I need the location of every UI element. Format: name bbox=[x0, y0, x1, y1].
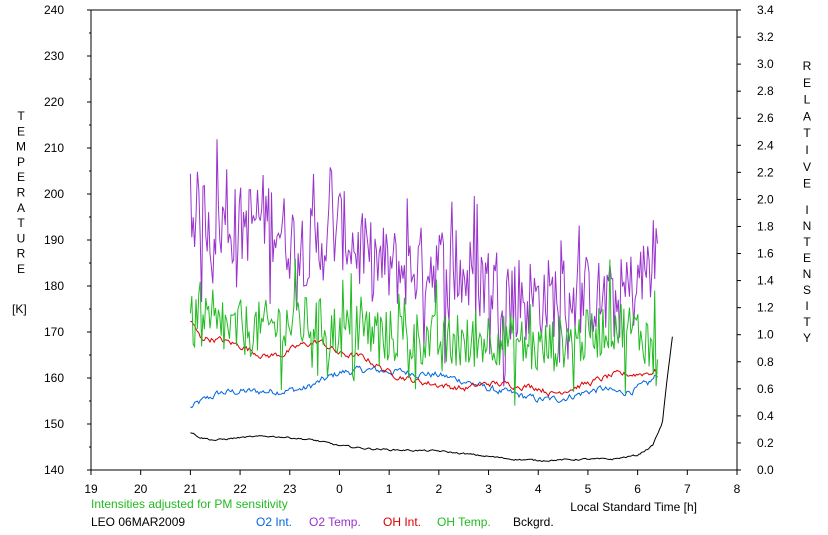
right-tick-label: 3.4 bbox=[757, 3, 774, 17]
x-tick-label: 19 bbox=[84, 482, 98, 496]
left-axis-letter: E bbox=[17, 124, 25, 138]
series-line bbox=[190, 336, 673, 463]
pm-sensitivity-note: Intensities adjusted for PM sensitivity bbox=[91, 497, 288, 511]
left-axis-letter: R bbox=[17, 247, 26, 261]
left-tick-label: 140 bbox=[44, 463, 64, 477]
legend-entry: OH Int. bbox=[383, 515, 421, 529]
right-tick-label: 1.4 bbox=[757, 274, 774, 288]
left-axis-letter: P bbox=[17, 155, 25, 169]
right-axis-letter: A bbox=[803, 109, 811, 123]
right-tick-label: 1.8 bbox=[757, 219, 774, 233]
right-axis-letter: E bbox=[803, 76, 811, 90]
left-tick-label: 170 bbox=[44, 325, 64, 339]
right-tick-label: 2.6 bbox=[757, 111, 774, 125]
right-tick-label: 0.4 bbox=[757, 409, 774, 423]
left-axis-unit: [K] bbox=[12, 302, 27, 316]
plot-area bbox=[90, 9, 738, 471]
x-tick-label: 22 bbox=[233, 482, 247, 496]
left-axis-letter: E bbox=[17, 170, 25, 184]
right-tick-label: 1.2 bbox=[757, 301, 774, 315]
right-axis-letter: Y bbox=[803, 331, 811, 345]
right-tick-label: 1.0 bbox=[757, 328, 774, 342]
right-tick-label: 2.0 bbox=[757, 192, 774, 206]
plot-frame bbox=[90, 9, 738, 471]
x-tick-label: 5 bbox=[585, 482, 592, 496]
left-tick-label: 160 bbox=[44, 371, 64, 385]
series-line bbox=[190, 365, 658, 409]
x-tick-label: 8 bbox=[734, 482, 741, 496]
right-axis-letter: V bbox=[803, 160, 811, 174]
left-tick-label: 210 bbox=[44, 141, 64, 155]
left-axis-letter: M bbox=[16, 140, 26, 154]
right-axis-letter: N bbox=[803, 267, 812, 281]
x-tick-label: 1 bbox=[386, 482, 393, 496]
labels: Local Standard Time [h] Intensities adju… bbox=[12, 59, 812, 529]
right-tick-label: 0.0 bbox=[757, 463, 774, 477]
right-axis-letter: E bbox=[803, 177, 811, 191]
left-tick-label: 220 bbox=[44, 95, 64, 109]
x-tick-label: 20 bbox=[134, 482, 148, 496]
right-axis-letter: E bbox=[803, 251, 811, 265]
left-tick-label: 180 bbox=[44, 279, 64, 293]
series-line bbox=[190, 320, 658, 398]
right-axis-letter: I bbox=[805, 203, 808, 217]
x-axis-label: Local Standard Time [h] bbox=[570, 500, 697, 514]
left-axis-letter: R bbox=[17, 186, 26, 200]
right-tick-label: 0.8 bbox=[757, 355, 774, 369]
right-axis-letter: T bbox=[803, 315, 811, 329]
left-axis-letter: A bbox=[17, 201, 25, 215]
right-tick-label: 2.2 bbox=[757, 165, 774, 179]
right-axis-letter: I bbox=[805, 299, 808, 313]
x-tick-label: 21 bbox=[184, 482, 198, 496]
legend-entry: O2 Temp. bbox=[309, 515, 361, 529]
right-axis-letter: T bbox=[803, 235, 811, 249]
left-tick-label: 230 bbox=[44, 49, 64, 63]
x-tick-label: 3 bbox=[485, 482, 492, 496]
legend-entry: Bckgrd. bbox=[513, 515, 554, 529]
series-line bbox=[189, 258, 658, 406]
station-label: LEO 06MAR2009 bbox=[91, 515, 185, 529]
right-axis-letter: R bbox=[803, 59, 812, 73]
x-tick-label: 7 bbox=[684, 482, 691, 496]
right-tick-label: 3.2 bbox=[757, 30, 774, 44]
x-tick-label: 23 bbox=[283, 482, 297, 496]
right-axis-letter: I bbox=[805, 143, 808, 157]
x-tick-label: 4 bbox=[535, 482, 542, 496]
x-tick-label: 6 bbox=[634, 482, 641, 496]
right-tick-label: 3.0 bbox=[757, 57, 774, 71]
left-tick-label: 190 bbox=[44, 233, 64, 247]
axes: 1401501601701801902002102202302400.00.20… bbox=[44, 3, 774, 496]
left-tick-label: 200 bbox=[44, 187, 64, 201]
series-layer bbox=[189, 139, 673, 463]
right-tick-label: 0.6 bbox=[757, 382, 774, 396]
legend-entry: OH Temp. bbox=[437, 515, 491, 529]
right-axis-letter: T bbox=[803, 126, 811, 140]
right-tick-label: 0.2 bbox=[757, 436, 774, 450]
left-axis-letter: T bbox=[17, 216, 25, 230]
x-tick-label: 2 bbox=[436, 482, 443, 496]
x-tick-label: 0 bbox=[336, 482, 343, 496]
left-tick-label: 240 bbox=[44, 3, 64, 17]
legend-entry: O2 Int. bbox=[256, 515, 292, 529]
right-axis-letter: S bbox=[803, 283, 811, 297]
left-tick-label: 150 bbox=[44, 417, 64, 431]
right-tick-label: 1.6 bbox=[757, 247, 774, 261]
right-tick-label: 2.8 bbox=[757, 84, 774, 98]
right-axis-letter: N bbox=[803, 219, 812, 233]
left-axis-letter: E bbox=[17, 262, 25, 276]
left-axis-letter: T bbox=[17, 109, 25, 123]
right-axis-letter: L bbox=[804, 93, 811, 107]
left-axis-letter: U bbox=[17, 231, 26, 245]
right-tick-label: 2.4 bbox=[757, 138, 774, 152]
